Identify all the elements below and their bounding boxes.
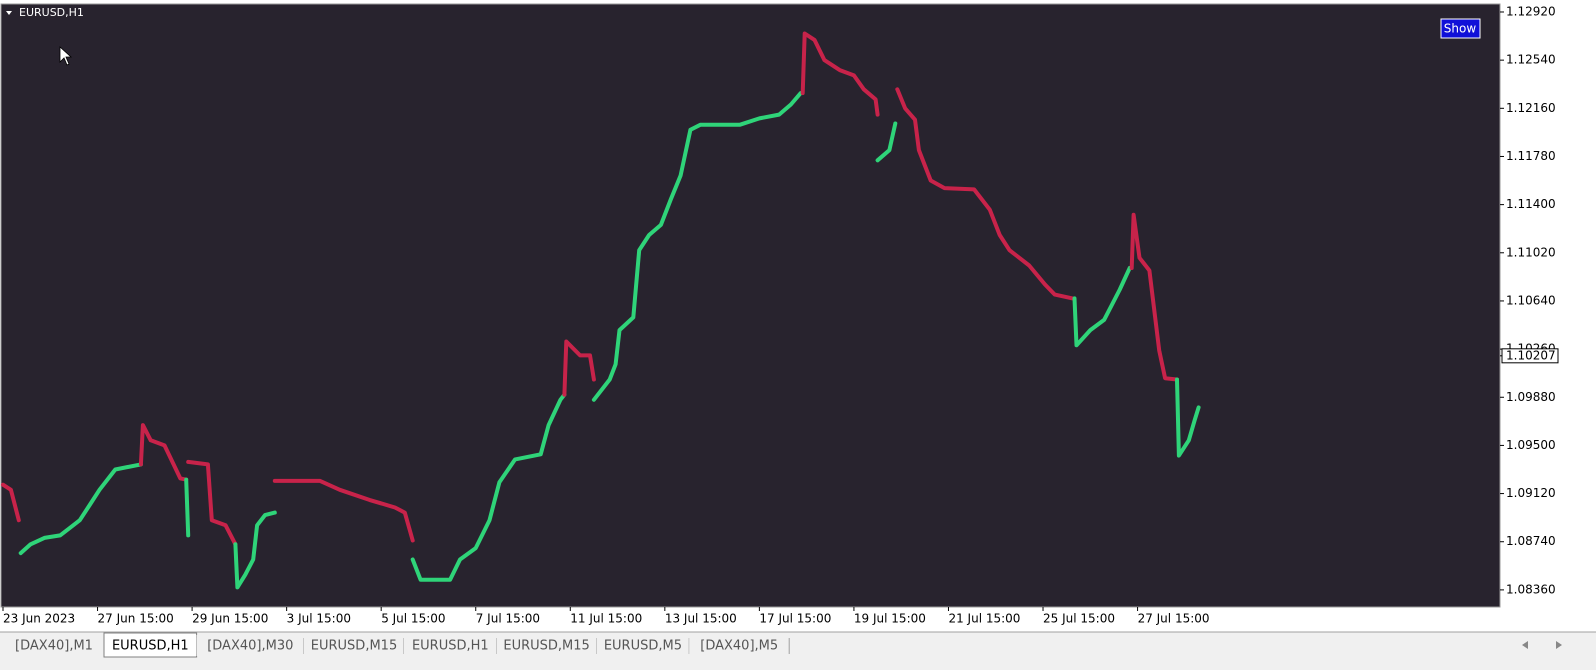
show-button-label[interactable]: Show [1444,22,1477,36]
y-tick-label: 1.12920 [1506,4,1556,18]
x-tick-label: 3 Jul 15:00 [287,612,351,626]
chart-tab[interactable] [304,635,404,656]
mouse-cursor [59,46,73,66]
y-tick-label: 1.11780 [1506,149,1556,163]
trend-line [591,91,803,402]
chart-tab-label[interactable]: [DAX40],M30 [207,639,293,654]
current-price-box [1501,348,1559,364]
y-tick-label: 1.10640 [1506,293,1556,307]
x-tick-label: 7 Jul 15:00 [476,612,540,626]
chart-tab-label[interactable]: EURUSD,M15 [503,639,589,654]
y-tick-label: 1.11020 [1506,245,1556,259]
x-tick-label: 5 Jul 15:00 [381,612,445,626]
chart-tab[interactable] [496,635,597,656]
y-tick-label: 1.09880 [1506,390,1556,404]
trend-line [800,31,880,117]
x-tick-label: 27 Jun 15:00 [98,612,174,626]
trend-line [1129,212,1179,382]
trend-line [410,392,567,582]
chart-tab[interactable] [103,632,198,658]
plot-area [0,3,1501,608]
x-tick-label: 19 Jul 15:00 [854,612,926,626]
symbol-label: EURUSD,H1 [19,6,84,19]
chart-tab-label[interactable]: EURUSD,M5 [604,639,682,654]
trend-line [1175,377,1201,458]
x-tick-label: 29 Jun 15:00 [192,612,268,626]
y-tick-label: 1.09500 [1506,438,1556,452]
y-tick-label: 1.12540 [1506,53,1556,67]
x-tick-label: 11 Jul 15:00 [570,612,642,626]
trend-line [184,477,191,538]
x-tick-label: 21 Jul 15:00 [948,612,1020,626]
trend-line [875,121,898,163]
x-tick-label: 25 Jul 15:00 [1043,612,1115,626]
y-tick-label: 1.11400 [1506,197,1556,211]
y-tick-label: 1.08360 [1506,582,1556,596]
trend-line [895,87,1075,301]
x-tick-label: 23 Jun 2023 [3,612,75,626]
show-button[interactable] [1440,18,1481,39]
trend-line [562,339,596,397]
symbol-dropdown-icon[interactable] [6,11,12,15]
chart-tab-label[interactable]: EURUSD,M15 [311,639,397,654]
chart-tab-label[interactable]: EURUSD,H1 [112,639,189,654]
x-tick-label: 27 Jul 15:00 [1138,612,1210,626]
y-tick-label: 1.12160 [1506,101,1556,115]
trend-line [272,478,415,543]
chart-tab-label[interactable]: EURUSD,H1 [412,639,489,654]
y-tick-label: 1.08740 [1506,534,1556,548]
trend-line [186,459,238,547]
chart-tab[interactable] [689,635,790,656]
x-tick-label: 17 Jul 15:00 [759,612,831,626]
chart-tab-label[interactable]: [DAX40],M5 [700,639,778,654]
trend-line [233,510,277,590]
y-tick-label: 1.09120 [1506,486,1556,500]
trend-line [18,462,143,556]
trend-line [138,423,189,482]
trend-line [1,482,21,523]
current-price-label: 1.10207 [1506,348,1556,362]
x-tick-label: 13 Jul 15:00 [665,612,737,626]
chart-tab-label[interactable]: [DAX40],M1 [15,639,93,654]
trend-line [1072,266,1132,348]
chart-tab[interactable] [596,635,690,656]
chart-tab[interactable] [196,635,304,656]
chart-tab[interactable] [404,635,497,656]
chart-tab[interactable] [4,635,104,656]
